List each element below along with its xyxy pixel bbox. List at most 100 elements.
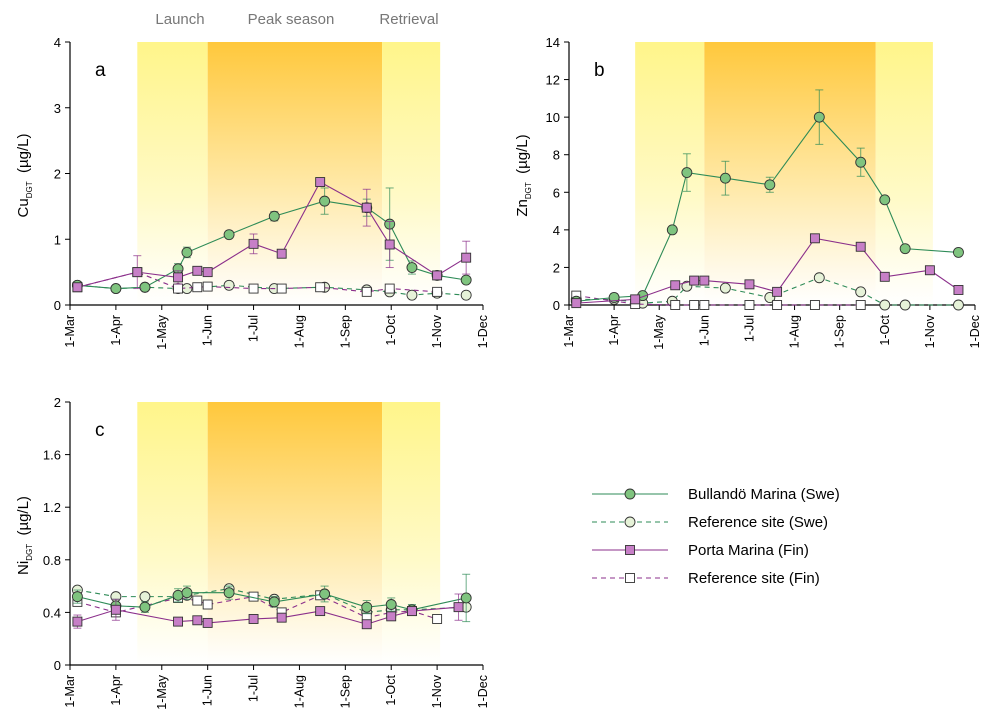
data-point	[132, 267, 143, 278]
data-point	[319, 588, 331, 600]
legend-label: Bullandö Marina (Swe)	[688, 486, 840, 503]
x-tick-label: 1-Dec	[476, 315, 490, 348]
data-point	[361, 286, 372, 297]
legend-label: Reference site (Swe)	[688, 514, 828, 531]
data-point	[406, 606, 417, 617]
y-tick-label: 2	[54, 395, 61, 410]
y-tick-label: 0.4	[43, 605, 61, 620]
data-point	[855, 300, 866, 310]
data-point	[386, 611, 397, 622]
y-tick-label: 8	[553, 148, 560, 163]
x-tick-label: 1-Nov	[430, 314, 444, 348]
x-tick-label: 1-Sep	[338, 315, 352, 348]
x-tick-label: 1-Sep	[338, 675, 352, 708]
season-label-launch: Launch	[155, 11, 204, 28]
y-axis-label: ZnDGT (µg/L)	[514, 134, 533, 216]
data-point	[670, 300, 681, 310]
data-point	[813, 272, 825, 284]
data-point	[809, 300, 820, 310]
data-point	[406, 289, 418, 301]
x-tick-label: 1-May	[652, 314, 666, 349]
x-tick-label: 1-Dec	[476, 675, 490, 708]
data-point	[192, 595, 203, 606]
data-point	[924, 265, 935, 276]
data-point	[248, 238, 259, 249]
x-tick-label: 1-May	[155, 674, 169, 709]
y-tick-label: 10	[546, 110, 560, 125]
y-axis-label-element: Cu	[15, 198, 32, 217]
data-point	[764, 179, 776, 191]
data-point	[202, 617, 213, 628]
x-tick-label: 1-Oct	[384, 314, 398, 345]
y-axis-label-unit: (µg/L)	[514, 134, 531, 182]
data-point	[670, 280, 681, 291]
x-tick-label: 1-Jul	[247, 315, 261, 342]
x-tick-label: 1-Mar	[562, 315, 576, 348]
y-tick-label: 14	[546, 35, 560, 50]
y-tick-label: 0	[553, 298, 560, 313]
data-point	[384, 239, 395, 250]
series-line	[576, 237, 959, 304]
x-tick-label: 1-Jun	[201, 315, 215, 346]
legend-marker	[625, 573, 635, 583]
y-tick-label: 3	[54, 101, 61, 116]
data-point	[315, 606, 326, 617]
data-point	[666, 224, 678, 236]
x-tick-label: 1-Mar	[63, 675, 77, 708]
data-point	[268, 210, 280, 222]
data-point	[319, 195, 331, 207]
panel-c-ni-chart: 0 0.4 0.8 1.2 1.6 2 1-Mar 1-Apr 1-May 1-Jun 1-Jul 1…	[15, 395, 490, 710]
panel-a-cu-chart: 0 1 2 3 4 1-Mar 1-Apr 1-May 1-Jun 1-Jul 1-Aug 1-Sep…	[15, 35, 490, 350]
y-axis-label-element: Zn	[514, 199, 531, 217]
data-point	[432, 614, 443, 624]
launch-season-band	[137, 42, 208, 305]
y-tick-label: 12	[546, 73, 560, 88]
retrieval-season-band	[382, 402, 441, 665]
data-point	[192, 265, 203, 276]
y-tick-label: 2	[54, 167, 61, 182]
data-point	[384, 283, 395, 294]
data-point	[361, 202, 372, 213]
panel-b-zn-chart: 0 2 4 6 8 10 12 14 1-Mar 1-Apr 1-May 1-Jun 1-Jul 1-Au…	[514, 35, 982, 350]
data-point	[406, 262, 418, 273]
y-tick-label: 4	[54, 35, 61, 50]
x-tick-label: 1-Aug	[292, 315, 306, 348]
x-tick-label: 1-Apr	[607, 315, 621, 346]
data-point	[608, 292, 620, 303]
data-point	[276, 283, 287, 294]
data-point	[173, 283, 184, 294]
y-tick-label: 0	[54, 658, 61, 673]
y-axis-label-subscript: DGT	[25, 544, 34, 561]
y-axis-label-subscript: DGT	[25, 181, 34, 198]
y-tick-label: 1.6	[43, 448, 61, 463]
y-axis-label-element: Ni	[15, 561, 32, 575]
legend-item: Reference site (Swe)	[592, 514, 828, 531]
x-tick-label: 1-Nov	[923, 314, 937, 348]
data-point	[202, 599, 213, 610]
y-tick-label: 6	[553, 185, 560, 200]
data-point	[223, 279, 235, 291]
y-tick-label: 0	[54, 298, 61, 313]
data-point	[173, 272, 184, 283]
data-point	[172, 589, 184, 601]
data-point	[699, 275, 710, 286]
data-point	[315, 177, 326, 187]
y-tick-label: 4	[553, 223, 560, 238]
data-point	[460, 274, 472, 286]
data-point	[813, 111, 825, 123]
legend-label: Reference site (Fin)	[688, 570, 820, 587]
panel-letter: b	[594, 60, 605, 81]
data-point	[315, 282, 326, 293]
launch-season-band	[137, 402, 208, 665]
data-point	[744, 279, 755, 290]
data-point	[630, 294, 641, 305]
season-label-peak: Peak season	[248, 11, 335, 28]
data-point	[460, 289, 472, 301]
data-point	[173, 616, 184, 627]
y-tick-label: 0.8	[43, 553, 61, 568]
x-tick-label: 1-Jul	[247, 675, 261, 702]
data-point	[953, 299, 964, 311]
data-point	[248, 614, 259, 624]
data-point	[139, 591, 151, 603]
